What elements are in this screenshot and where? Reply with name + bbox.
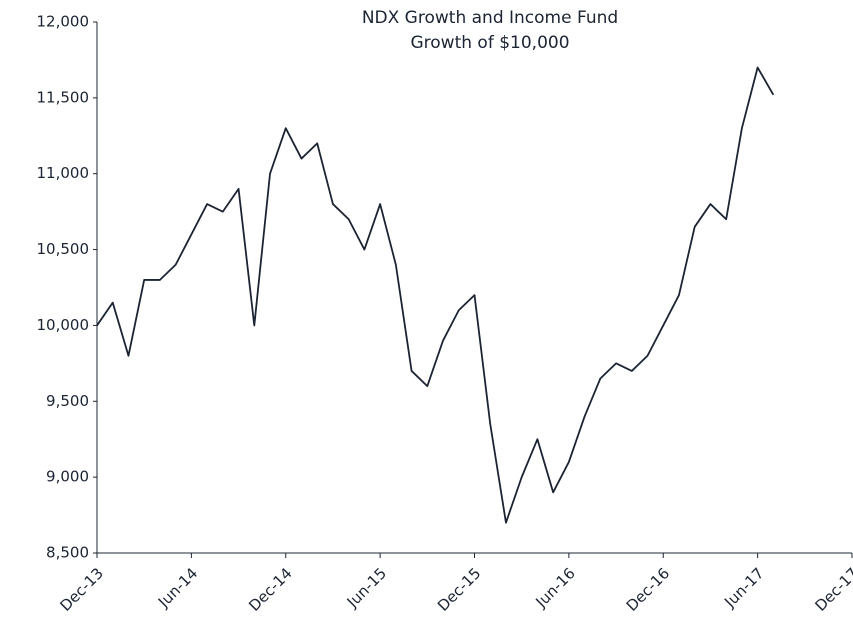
y-tick-label: 9,500 xyxy=(46,392,89,410)
y-tick-label: 11,000 xyxy=(37,164,90,182)
line-series xyxy=(96,66,775,524)
x-tick-label: Jun-15 xyxy=(343,564,390,611)
x-tick-label: Dec-15 xyxy=(434,564,485,615)
x-tick-label: Dec-14 xyxy=(245,564,296,615)
y-tick-label: 12,000 xyxy=(37,13,90,31)
chart-title: NDX Growth and Income Fund xyxy=(362,8,618,28)
y-tick-label: 11,500 xyxy=(37,88,90,106)
x-tick-label: Dec-13 xyxy=(56,564,107,615)
x-tick-label: Jun-16 xyxy=(532,564,579,611)
y-tick-label: 10,000 xyxy=(37,316,90,334)
x-tick-label: Dec-17 xyxy=(811,564,853,615)
y-tick-label: 8,500 xyxy=(46,544,89,562)
y-tick-label: 9,000 xyxy=(46,468,89,486)
chart-subtitle: Growth of $10,000 xyxy=(410,33,569,53)
x-tick-label: Jun-14 xyxy=(154,564,201,611)
y-tick-label: 10,500 xyxy=(37,240,90,258)
x-tick-label: Dec-16 xyxy=(623,564,674,615)
x-tick-label: Jun-17 xyxy=(720,564,767,611)
